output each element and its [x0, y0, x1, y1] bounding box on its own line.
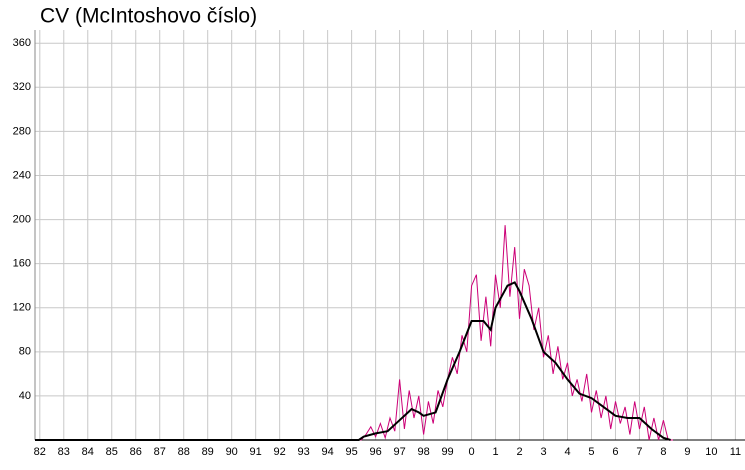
- x-tick-label: 0: [468, 446, 474, 458]
- x-tick-label: 90: [226, 446, 238, 458]
- x-tick-label: 2: [516, 446, 522, 458]
- x-tick-label: 1: [492, 446, 498, 458]
- x-tick-label: 98: [417, 446, 429, 458]
- data-line: [35, 281, 671, 441]
- x-tick-label: 4: [564, 446, 570, 458]
- x-tick-label: 10: [705, 446, 717, 458]
- y-tick-label: 360: [13, 37, 31, 49]
- x-tick-label: 7: [636, 446, 642, 458]
- x-tick-label: 94: [322, 446, 334, 458]
- x-tick-label: 9: [684, 446, 690, 458]
- x-tick-label: 85: [106, 446, 118, 458]
- y-tick-label: 40: [19, 390, 31, 402]
- x-tick-label: 88: [178, 446, 190, 458]
- x-tick-label: 95: [345, 446, 357, 458]
- y-tick-label: 280: [13, 125, 31, 137]
- x-tick-label: 96: [369, 446, 381, 458]
- plot: [35, 225, 673, 441]
- y-tick-label: 80: [19, 346, 31, 358]
- x-tick-label: 84: [82, 446, 94, 458]
- x-tick-label: 92: [274, 446, 286, 458]
- data-line: [35, 225, 673, 441]
- chart-title: CV (McIntoshovo číslo): [40, 5, 257, 28]
- x-tick-label: 83: [58, 446, 70, 458]
- y-tick-label: 240: [13, 169, 31, 181]
- x-tick-label: 89: [202, 446, 214, 458]
- x-tick-label: 3: [540, 446, 546, 458]
- x-tick-label: 97: [393, 446, 405, 458]
- grid: [34, 30, 745, 441]
- x-tick-label: 93: [298, 446, 310, 458]
- x-tick-label: 99: [441, 446, 453, 458]
- y-tick-label: 120: [13, 302, 31, 314]
- y-tick-label: 320: [13, 81, 31, 93]
- x-tick-label: 82: [34, 446, 46, 458]
- x-tick-label: 5: [588, 446, 594, 458]
- x-tick-label: 86: [130, 446, 142, 458]
- x-tick-label: 87: [154, 446, 166, 458]
- x-tick-label: 8: [660, 446, 666, 458]
- y-tick-label: 200: [13, 213, 31, 225]
- x-tick-label: 6: [612, 446, 618, 458]
- x-tick-label: 91: [250, 446, 262, 458]
- x-tick-label: 11: [730, 446, 741, 458]
- y-tick-label: 160: [13, 258, 31, 270]
